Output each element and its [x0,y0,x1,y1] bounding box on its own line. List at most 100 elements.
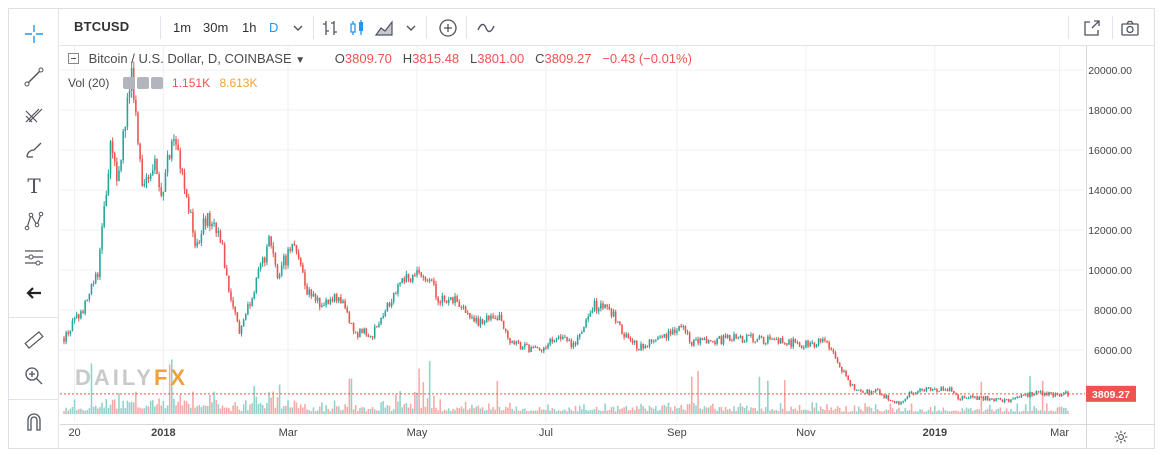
candle-body [173,139,175,142]
volume-bar [754,407,756,414]
candle-body [128,90,131,98]
volume-bar [357,411,359,414]
candle-body [422,275,425,278]
volume-bar [118,393,120,414]
low-label: L [470,51,478,66]
volume-bar [959,411,961,414]
volume-bar [160,405,163,414]
candle-body [659,336,661,338]
volume-bar [712,403,714,414]
candle-body [80,311,82,319]
interval-d[interactable]: D [269,20,279,35]
trend-line-icon[interactable] [21,64,47,90]
add-indicator-icon[interactable] [436,16,460,40]
candle-body [430,279,433,281]
candle-body [1005,399,1008,401]
volume-bar [63,411,65,414]
volume-bar [190,407,192,414]
candle-body [783,343,786,345]
volume-bar [655,406,657,414]
candle-body [113,153,116,162]
candle-body [492,315,494,319]
brush-icon[interactable] [21,137,47,163]
text-icon[interactable]: T [27,174,41,198]
candle-body [185,189,188,197]
volume-badges[interactable] [122,76,168,90]
symbol-search[interactable]: BTCUSD [74,19,130,34]
series-title[interactable]: Bitcoin / U.S. Dollar, D, COINBASE [88,51,292,66]
area-style-icon[interactable] [372,16,396,40]
candle-body [796,342,799,344]
volume-bar [682,409,685,414]
camera-icon[interactable] [1118,16,1142,40]
candle-body [967,397,970,399]
magnet-icon[interactable] [21,409,47,435]
volume-bar [447,408,450,414]
bar-style-icon[interactable] [318,16,342,40]
candle-body [974,396,976,398]
volume-bar [595,406,598,414]
gear-icon[interactable] [136,77,149,89]
candle-body [158,174,160,188]
volume-bar [240,411,243,414]
interval-1m[interactable]: 1m [173,20,192,35]
volume-title[interactable]: Vol (20) [68,76,110,90]
candle-body [688,332,691,343]
candle-body [707,340,710,344]
candle-body [667,330,670,339]
volume-bar [331,408,334,414]
close-value: 3809.27 [544,51,592,66]
ruler-icon[interactable] [21,327,47,353]
volume-bar [1050,410,1052,414]
candle-body [337,297,340,302]
candle-body [972,395,974,398]
fullscreen-icon[interactable] [1080,16,1104,40]
volume-bar [608,410,611,414]
volume-bar [779,403,782,414]
chevron-down-icon[interactable]: ▼ [295,55,306,66]
volume-bar [648,405,651,414]
volume-bar [927,409,930,414]
volume-bar [830,407,833,414]
interval-30m[interactable]: 30m [203,20,229,35]
candle-body [838,362,841,367]
interval-1h[interactable]: 1h [242,20,257,35]
collapse-icon[interactable] [68,53,79,64]
crosshair-icon[interactable] [21,21,47,47]
close-icon[interactable] [150,77,163,89]
compare-icon[interactable] [474,16,498,40]
candle-body [293,244,296,246]
volume-bar [177,401,179,414]
volume-bar [536,410,539,414]
volume-bar [458,408,461,414]
candle-body [137,112,139,144]
volume-bar [963,410,966,414]
candle-body [557,336,560,339]
price-axis[interactable] [1086,46,1155,424]
volume-bar [206,406,209,414]
chevron-down-icon[interactable] [399,16,423,40]
volume-bar [456,407,458,414]
eye-icon[interactable] [122,77,135,89]
candle-body [530,347,532,353]
candle-body [549,338,551,345]
volume-bar [242,404,245,414]
volume-bar [485,409,488,414]
candle-style-icon[interactable] [345,16,369,40]
volume-bar [773,410,775,414]
zoom-icon[interactable] [21,363,47,389]
candle-body [156,158,158,175]
candle-body [991,398,993,400]
time-axis[interactable] [60,424,1086,448]
volume-bar [870,408,873,414]
candle-body [879,389,881,395]
pitchfork-icon[interactable] [21,101,47,127]
settings-icon[interactable] [1086,424,1155,448]
pattern-icon[interactable] [21,208,47,234]
fib-icon[interactable] [21,244,47,270]
chevron-down-icon[interactable] [286,16,310,40]
volume-bar [864,403,866,414]
volume-bar [900,411,902,414]
back-arrow-icon[interactable] [21,280,47,306]
